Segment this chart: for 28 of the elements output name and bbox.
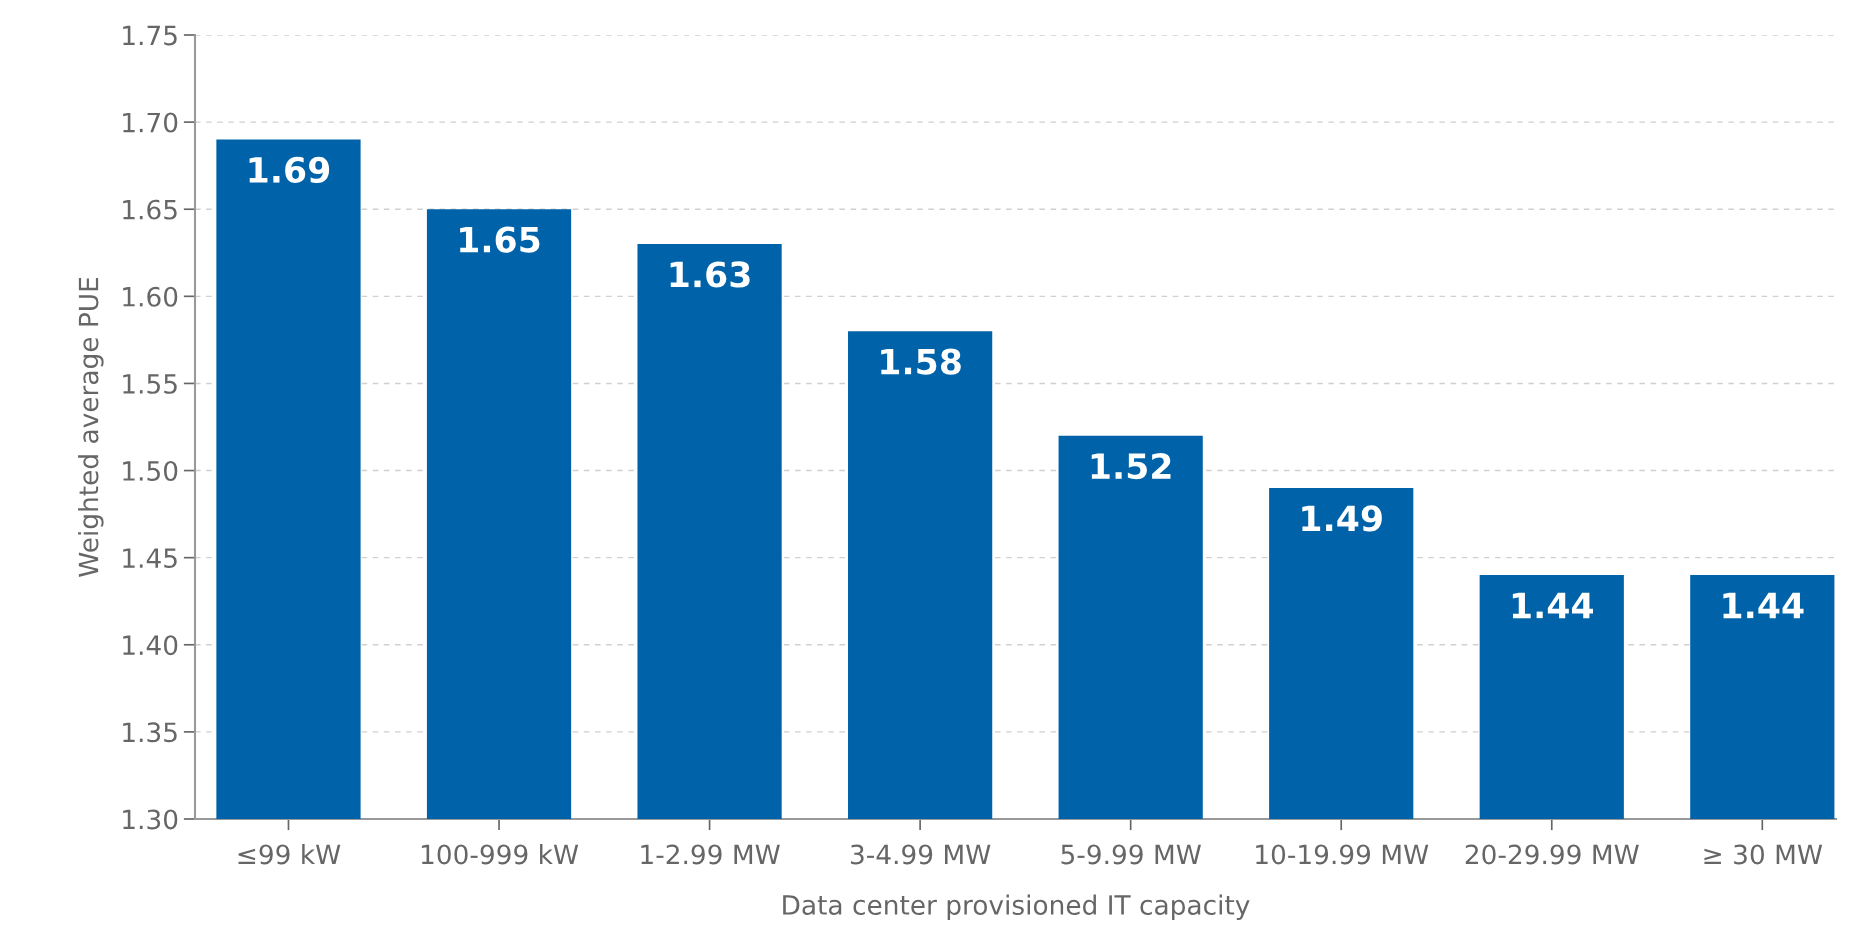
data-label: 1.49: [1302, 505, 1382, 532]
y-tick-label: 1.50: [123, 461, 178, 481]
y-tick-label: 1.65: [123, 199, 177, 220]
x-axis-title: Data center provisioned IT capacity: [783, 894, 1250, 921]
data-label: 1.58: [881, 348, 961, 375]
data-label: 1.63: [670, 261, 750, 288]
x-tick-label: 3-4.99 MW: [850, 844, 991, 865]
x-tick-label: ≤99 kW: [238, 844, 341, 865]
data-label: 1.65: [460, 226, 540, 253]
data-label: 1.52: [1091, 452, 1171, 480]
y-axis-title: Weighted average PUE: [78, 277, 104, 577]
x-tick-label: ≥ 30 MW: [1704, 844, 1823, 865]
x-tick-label: 20-29.99 MW: [1465, 844, 1639, 865]
y-tick-label: 1.55: [123, 374, 177, 394]
x-tick-label: 10-19.99 MW: [1256, 844, 1429, 865]
y-tick-label: 1.75: [123, 25, 177, 46]
data-label: 1.44: [1512, 592, 1593, 619]
data-label: 1.69: [249, 156, 330, 184]
y-tick-label: 1.60: [123, 286, 178, 307]
y-tick-label: 1.45: [123, 548, 177, 569]
y-tick-label: 1.35: [123, 722, 177, 743]
y-tick-label: 1.30: [123, 809, 178, 830]
x-tick-label: 1-2.99 MW: [641, 844, 780, 865]
x-tick-label: 100-999 kW: [421, 844, 579, 865]
data-label: 1.44: [1723, 592, 1804, 619]
y-tick-label: 1.70: [123, 112, 178, 133]
y-tick-label: 1.40: [123, 635, 178, 656]
x-tick-label: 5-9.99 MW: [1061, 844, 1201, 865]
